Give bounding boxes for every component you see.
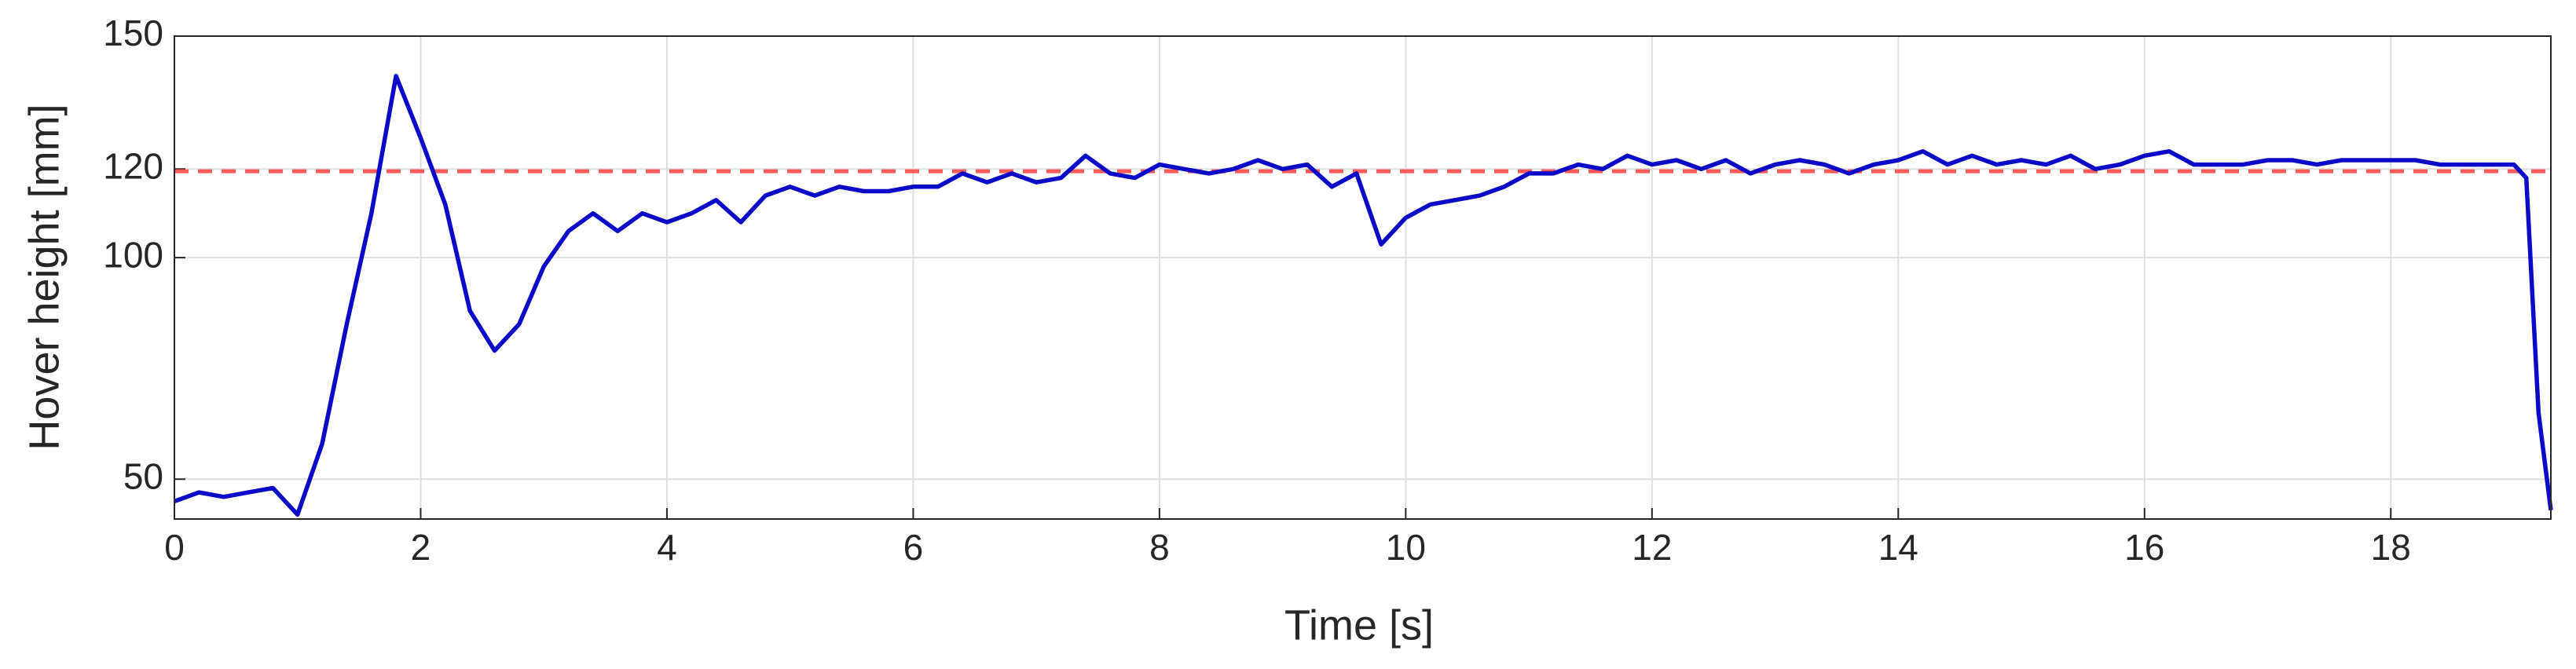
x-tick-label: 14 [1878,527,1918,568]
x-tick-label: 16 [2124,527,2164,568]
y-tick-label: 150 [103,13,163,53]
x-tick-label: 8 [1149,527,1170,568]
x-axis-label: Time [s] [1284,601,1434,649]
axes-box [174,35,2552,520]
y-tick-label: 100 [103,234,163,275]
x-tick-label: 12 [1632,527,1672,568]
x-tick-label: 10 [1386,527,1426,568]
x-tick-label: 0 [164,527,185,568]
x-tick-label: 18 [2371,527,2411,568]
x-tick-label: 6 [903,527,924,568]
y-tick-label: 50 [123,455,163,496]
y-tick-label: 120 [103,145,163,186]
y-axis-label: Hover height [mm] [20,104,68,450]
data-line [174,74,2553,517]
x-tick-label: 2 [411,527,431,568]
x-tick-label: 4 [657,527,677,568]
